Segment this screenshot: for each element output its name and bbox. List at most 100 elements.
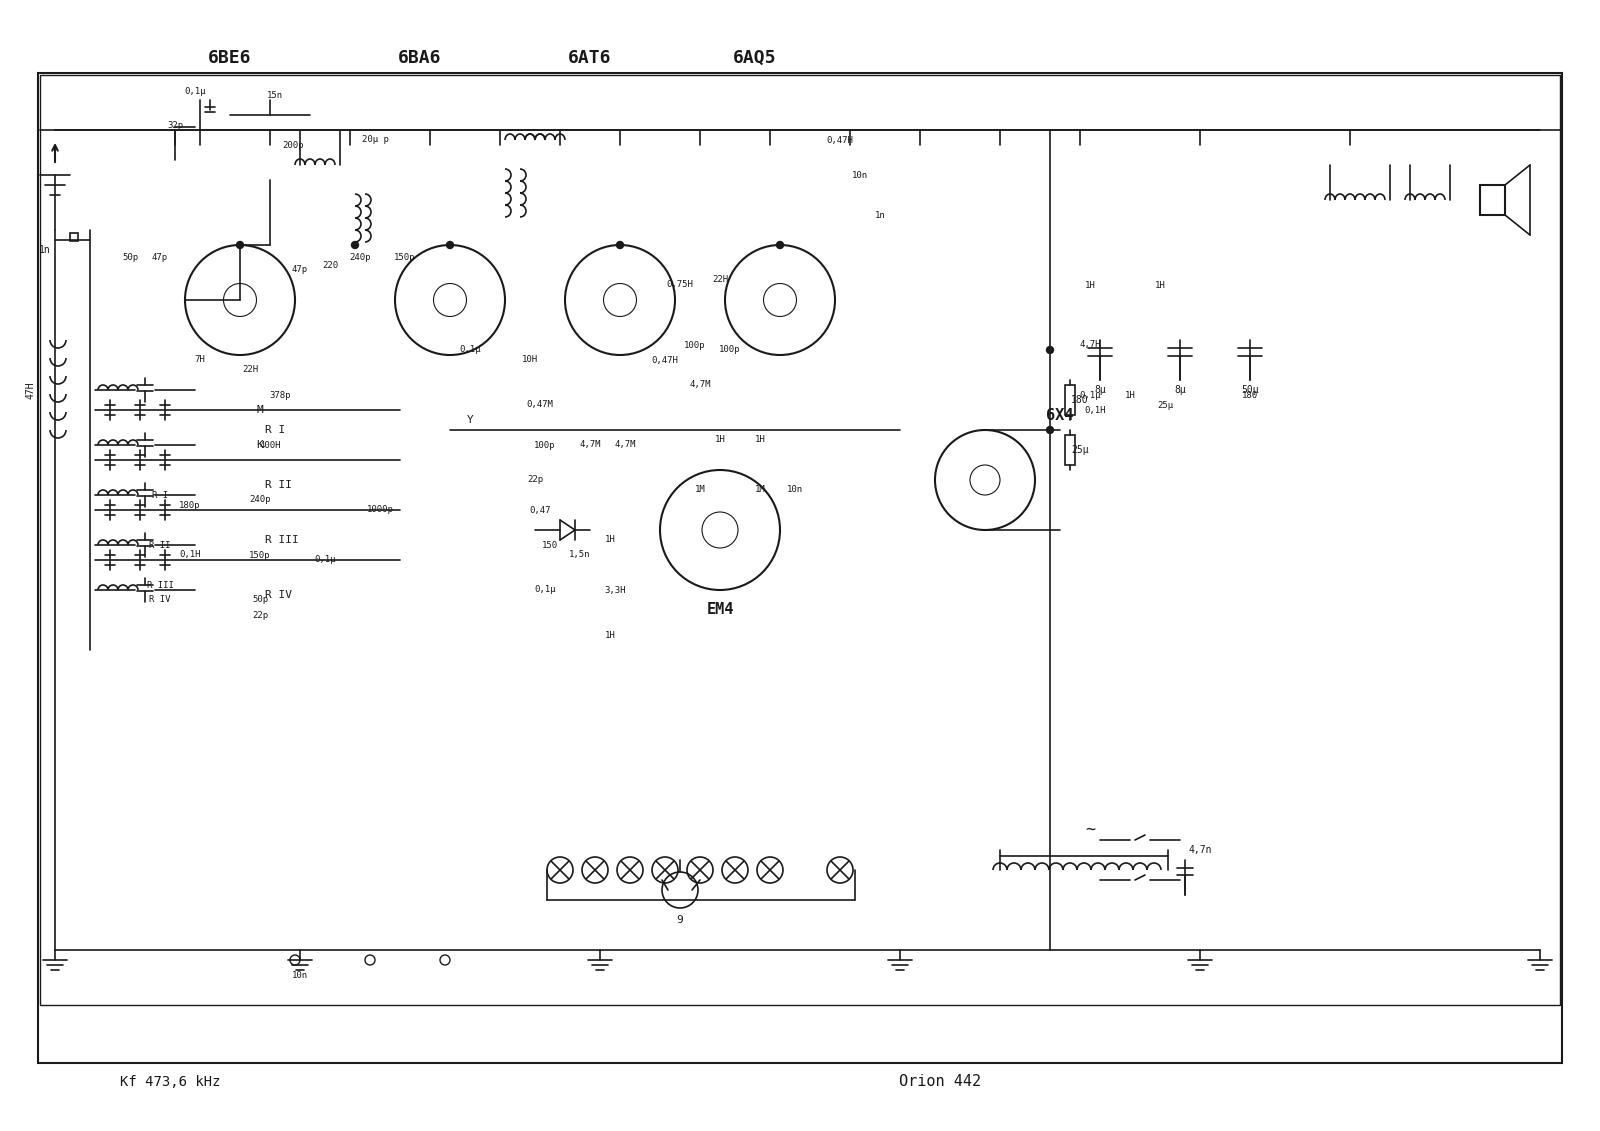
Text: 22H: 22H [242,365,258,374]
Text: 6BE6: 6BE6 [208,49,251,67]
Text: 1n: 1n [38,245,51,254]
Text: 1M: 1M [694,485,706,494]
Text: 9: 9 [677,915,683,925]
Text: R III: R III [147,580,173,589]
Text: 10H: 10H [522,355,538,364]
Text: 25μ: 25μ [1070,444,1090,455]
Text: 150p: 150p [394,253,416,262]
Text: 4,7n: 4,7n [1189,845,1211,855]
Text: R II: R II [266,480,291,490]
Text: 200p: 200p [282,140,304,149]
Bar [1480,185,1506,215]
Text: R III: R III [266,535,299,545]
Text: 0,75H: 0,75H [667,280,693,290]
Text: 6BA6: 6BA6 [398,49,442,67]
Text: 0,1μ: 0,1μ [184,87,206,96]
Text: R IV: R IV [266,590,291,601]
Text: 22p: 22p [526,475,542,484]
Text: 1n: 1n [875,210,885,219]
Text: 50μ: 50μ [1242,385,1259,395]
Text: 10n: 10n [787,485,803,494]
Circle shape [616,242,624,249]
Circle shape [237,242,243,249]
Text: 220: 220 [322,260,338,269]
Text: 1H: 1H [715,435,725,444]
Text: 0,1μ: 0,1μ [459,345,480,354]
Text: 1H: 1H [605,630,616,639]
Text: 10n: 10n [851,171,869,180]
Text: 240p: 240p [349,253,371,262]
Text: 4,7M: 4,7M [690,380,710,389]
Bar [1066,385,1075,415]
Text: 32p: 32p [166,121,182,130]
Text: 150p: 150p [250,551,270,560]
Text: 0,1μ: 0,1μ [314,555,336,564]
Text: 1H: 1H [1085,280,1096,290]
Text: 8μ: 8μ [1094,385,1106,395]
Text: 4,7M: 4,7M [614,440,635,449]
Text: EM4: EM4 [706,603,734,618]
Text: 180p: 180p [179,501,200,509]
Text: 50p: 50p [251,596,269,604]
Circle shape [446,242,453,249]
Text: 180: 180 [1070,395,1090,405]
Bar [1066,435,1075,465]
Text: 6AQ5: 6AQ5 [733,49,776,67]
Text: 0,47H: 0,47H [827,136,853,145]
Text: R II: R II [149,541,171,550]
Text: R IV: R IV [149,596,171,604]
Text: 22H: 22H [712,276,728,285]
Text: 20μ p: 20μ p [362,136,389,145]
Text: 400H: 400H [259,440,280,449]
Text: Y: Y [467,415,474,425]
Text: 3,3H: 3,3H [605,586,626,595]
Text: Orion 442: Orion 442 [899,1074,981,1089]
Text: 25μ: 25μ [1157,400,1173,409]
Text: R I: R I [266,425,285,435]
Text: 0,1μ: 0,1μ [534,586,555,595]
Text: 100p: 100p [720,345,741,354]
Bar [70,233,78,241]
Text: 1H: 1H [1125,390,1136,399]
Text: 0,1H: 0,1H [1085,406,1106,414]
Circle shape [776,242,784,249]
Text: Kf 473,6 kHz: Kf 473,6 kHz [120,1074,221,1089]
Text: 0,1μ: 0,1μ [1080,390,1101,399]
Text: 10n: 10n [291,970,309,979]
Text: 240p: 240p [250,495,270,504]
Circle shape [1046,346,1053,354]
Text: 0,47M: 0,47M [526,400,554,409]
Text: 100p: 100p [534,440,555,449]
Text: 15n: 15n [267,90,283,100]
Circle shape [352,242,358,249]
Text: M: M [256,405,264,415]
Text: 47p: 47p [291,266,309,275]
Text: 6AT6: 6AT6 [568,49,611,67]
Bar [40,75,1560,1005]
Text: 1H: 1H [755,435,765,444]
Text: 1,5n: 1,5n [570,551,590,560]
Text: 150: 150 [542,541,558,550]
Text: 1H: 1H [605,535,616,544]
Text: ~: ~ [1085,821,1094,839]
Text: 7H: 7H [195,355,205,364]
Text: 180: 180 [1242,390,1258,399]
Text: 1M: 1M [755,485,765,494]
Text: 0,47: 0,47 [530,506,550,515]
Circle shape [1046,426,1053,433]
Text: 100p: 100p [685,340,706,349]
Text: K: K [256,440,264,450]
Text: 22p: 22p [251,611,269,620]
Text: 1000p: 1000p [366,506,394,515]
Text: 4,7M: 4,7M [579,440,600,449]
Text: 4,7H: 4,7H [1080,340,1101,349]
Text: 1H: 1H [1155,280,1165,290]
Bar [38,74,1562,1063]
Text: 47p: 47p [152,253,168,262]
Text: R I: R I [152,491,168,500]
Text: 0,47H: 0,47H [651,355,678,364]
Text: 6X4: 6X4 [1046,407,1074,423]
Text: 47H: 47H [26,381,35,399]
Text: 50p: 50p [122,253,138,262]
Text: 8μ: 8μ [1174,385,1186,395]
